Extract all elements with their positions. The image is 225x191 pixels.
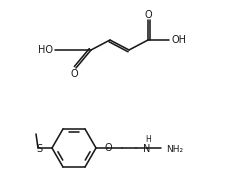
Text: OH: OH <box>171 35 186 45</box>
Text: O: O <box>144 10 152 20</box>
Text: O: O <box>104 143 112 153</box>
Text: HO: HO <box>38 45 53 55</box>
Text: NH₂: NH₂ <box>166 146 183 155</box>
Text: O: O <box>70 69 78 79</box>
Text: N: N <box>143 144 151 154</box>
Text: H: H <box>145 135 151 145</box>
Text: S: S <box>36 144 42 154</box>
